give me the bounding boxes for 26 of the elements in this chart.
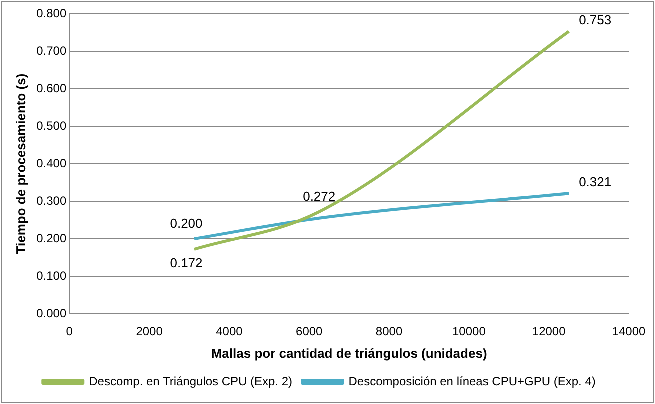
x-tick-label: 6000 [296,324,324,339]
y-tick-label: 0.400 [36,156,67,170]
legend-label: Descomposición en líneas CPU+GPU (Exp. 4) [348,374,596,388]
y-axis-title: Tiempo de procesamiento (s) [13,74,28,254]
data-label: 0.200 [170,216,203,232]
x-tick-label: 14000 [612,324,646,339]
data-label: 0.172 [170,256,203,271]
y-tick-label: 0.500 [36,118,67,133]
y-tick-label: 0.000 [36,306,67,320]
x-tick-label: 0 [66,324,74,339]
y-tick-label: 0.700 [36,44,67,58]
data-label: 0.272 [303,189,336,204]
y-tick-label: 0.100 [36,268,67,283]
data-label: 0.321 [579,174,612,190]
x-tick-label: 4000 [216,324,244,339]
x-tick-label: 10000 [452,324,486,339]
x-axis-title: Mallas por cantidad de triángulos (unidades) [211,346,488,361]
legend-label: Descomp. en Triángulos CPU (Exp. 2) [89,374,293,388]
x-tick-label: 8000 [376,324,403,339]
data-label: 0.753 [579,12,612,28]
y-tick-label: 0.800 [36,6,67,20]
x-tick-label: 2000 [136,324,164,339]
x-tick-label: 12000 [532,324,566,339]
y-tick-label: 0.200 [36,231,67,246]
y-tick-label: 0.600 [36,81,67,96]
y-tick-label: 0.300 [36,194,67,208]
